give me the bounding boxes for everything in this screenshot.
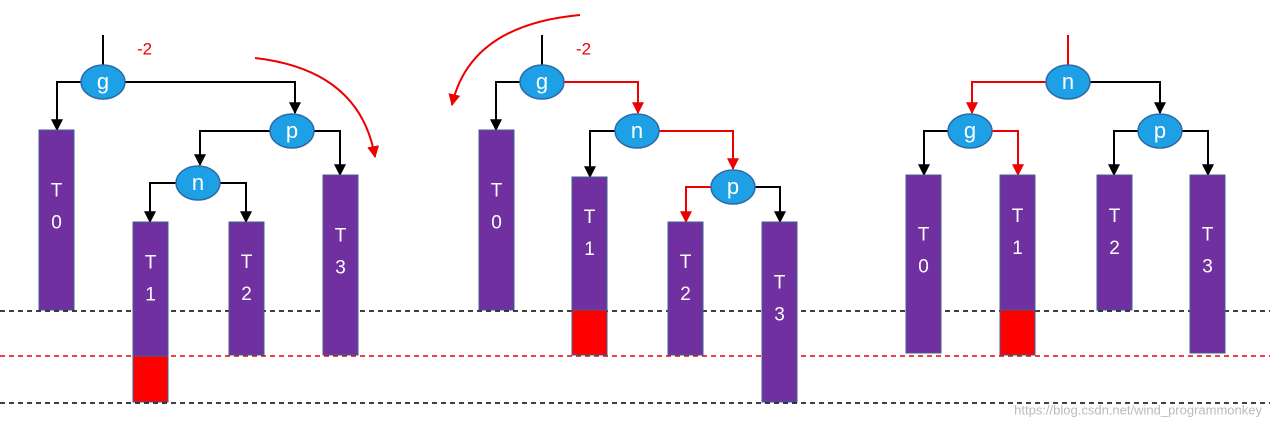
node-label: p	[1154, 118, 1166, 143]
subtree-label: T	[774, 272, 786, 293]
rotation-arrow	[254, 57, 380, 159]
subtree-label: 0	[51, 212, 62, 233]
subtree-label: T	[51, 180, 63, 201]
height-increase	[571, 309, 608, 356]
edge	[992, 130, 1024, 177]
rotation-arrow	[448, 14, 581, 107]
subtree-label: T	[241, 252, 253, 273]
subtree-label: T	[145, 253, 157, 274]
subtree-label: T	[1109, 206, 1121, 227]
edge	[220, 182, 252, 224]
height-increase	[999, 309, 1036, 356]
node-label: n	[631, 118, 643, 143]
subtree-label: T	[335, 225, 347, 246]
subtree-label: 2	[241, 284, 252, 305]
node	[519, 64, 565, 100]
edge	[194, 130, 270, 167]
subtree	[667, 221, 704, 356]
balance-factor: -2	[576, 39, 591, 58]
subtree	[38, 129, 75, 311]
node	[269, 113, 315, 149]
subtree	[478, 129, 515, 311]
node-label: g	[97, 69, 109, 94]
subtree-label: 3	[1202, 257, 1213, 278]
subtree	[1189, 174, 1226, 354]
edge	[144, 182, 176, 224]
subtree-label: 3	[774, 304, 785, 325]
edge	[1090, 81, 1166, 115]
subtree-label: T	[584, 207, 596, 228]
node	[80, 64, 126, 100]
subtree-label: T	[1012, 206, 1024, 227]
subtree-label: T	[918, 225, 930, 246]
node-label: g	[536, 69, 548, 94]
subtree	[1096, 174, 1133, 311]
node-label: n	[1062, 69, 1074, 94]
edge	[1108, 130, 1138, 177]
subtree-label: 0	[918, 257, 929, 278]
subtree-label: 3	[335, 257, 346, 278]
subtree-label: T	[1202, 225, 1214, 246]
subtree-label: 1	[145, 285, 156, 306]
height-increase	[132, 355, 169, 403]
subtree-label: 1	[584, 239, 595, 260]
node-label: p	[727, 174, 739, 199]
balance-factor: -2	[137, 39, 152, 58]
subtree-label: 2	[1109, 238, 1120, 259]
edge	[51, 81, 81, 132]
subtree-label: T	[491, 180, 503, 201]
edge	[659, 130, 739, 171]
node	[175, 165, 221, 201]
node	[947, 113, 993, 149]
node	[710, 169, 756, 205]
edge	[755, 186, 786, 224]
node	[614, 113, 660, 149]
edge	[584, 130, 615, 179]
edge	[125, 81, 301, 115]
subtree-label: 2	[680, 284, 691, 305]
subtree-label: 0	[491, 212, 502, 233]
edge	[966, 81, 1046, 115]
node	[1137, 113, 1183, 149]
edge	[564, 81, 644, 115]
node-label: g	[964, 118, 976, 143]
node-label: n	[192, 170, 204, 195]
edge	[314, 130, 346, 177]
edge	[1182, 130, 1214, 177]
node	[1045, 64, 1091, 100]
edge	[490, 81, 520, 132]
subtree	[761, 221, 798, 403]
edge	[680, 186, 711, 224]
credit: https://blog.csdn.net/wind_programmonkey	[1014, 402, 1262, 417]
edge	[918, 130, 948, 177]
subtree-label: T	[680, 252, 692, 273]
node-label: p	[286, 118, 298, 143]
subtree	[999, 174, 1036, 311]
subtree	[905, 174, 942, 354]
subtree	[322, 174, 359, 356]
subtree-label: 1	[1012, 238, 1023, 259]
subtree	[571, 176, 608, 311]
subtree	[228, 221, 265, 356]
